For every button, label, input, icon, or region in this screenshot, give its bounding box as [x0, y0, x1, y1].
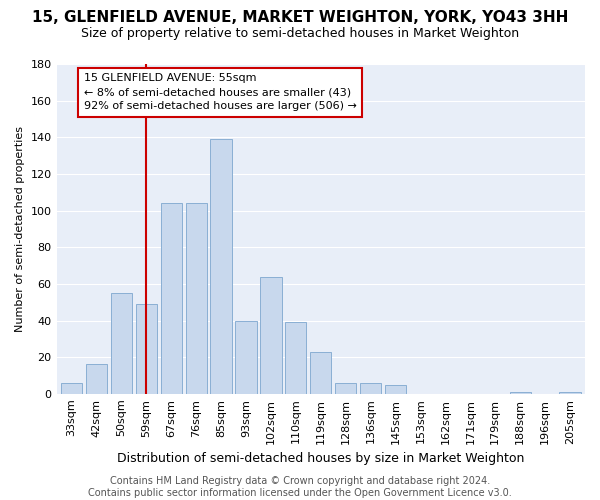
Bar — [161, 204, 182, 394]
Bar — [185, 204, 207, 394]
Text: Contains HM Land Registry data © Crown copyright and database right 2024.
Contai: Contains HM Land Registry data © Crown c… — [88, 476, 512, 498]
Bar — [211, 139, 232, 394]
Bar — [360, 383, 381, 394]
Bar — [335, 383, 356, 394]
Text: 15, GLENFIELD AVENUE, MARKET WEIGHTON, YORK, YO43 3HH: 15, GLENFIELD AVENUE, MARKET WEIGHTON, Y… — [32, 10, 568, 25]
Bar — [235, 320, 257, 394]
Bar — [86, 364, 107, 394]
Bar — [285, 322, 307, 394]
Bar — [385, 384, 406, 394]
Bar — [111, 293, 132, 394]
X-axis label: Distribution of semi-detached houses by size in Market Weighton: Distribution of semi-detached houses by … — [117, 452, 524, 465]
Text: Size of property relative to semi-detached houses in Market Weighton: Size of property relative to semi-detach… — [81, 28, 519, 40]
Text: 15 GLENFIELD AVENUE: 55sqm
← 8% of semi-detached houses are smaller (43)
92% of : 15 GLENFIELD AVENUE: 55sqm ← 8% of semi-… — [84, 73, 357, 111]
Bar — [260, 276, 281, 394]
Bar — [509, 392, 531, 394]
Bar — [61, 383, 82, 394]
Bar — [136, 304, 157, 394]
Y-axis label: Number of semi-detached properties: Number of semi-detached properties — [15, 126, 25, 332]
Bar — [310, 352, 331, 394]
Bar — [559, 392, 581, 394]
